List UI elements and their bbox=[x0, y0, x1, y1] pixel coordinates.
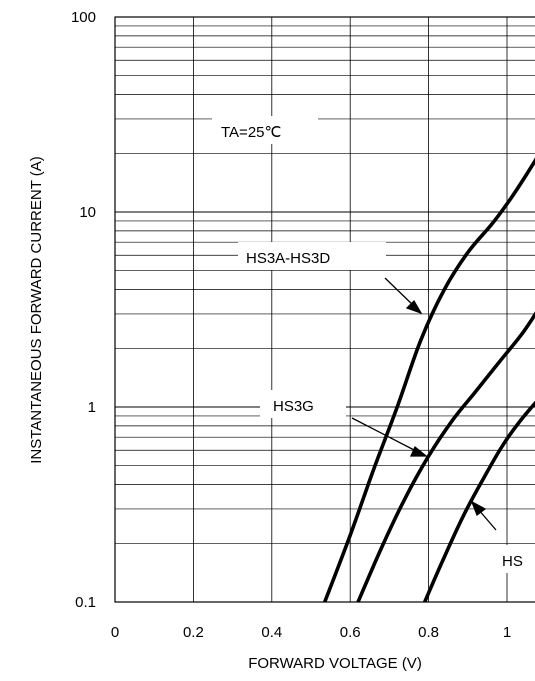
x-tick-label: 0.6 bbox=[340, 624, 361, 641]
condition-label: TA=25℃ bbox=[221, 124, 281, 141]
y-tick-label: 10 bbox=[79, 204, 96, 221]
series-line-2 bbox=[423, 400, 535, 603]
label-g-bg bbox=[260, 390, 346, 418]
condition-label-bg bbox=[212, 116, 318, 144]
y-tick-label: 100 bbox=[71, 9, 96, 26]
x-tick-label: 1 bbox=[503, 624, 511, 641]
label-hs3a-hs3d: HS3A-HS3D bbox=[246, 250, 330, 267]
y-tick-label: 0.1 bbox=[75, 594, 96, 611]
y-tick-labels: 0.1 1 10 100 bbox=[71, 9, 96, 611]
curves bbox=[323, 157, 535, 603]
arrow-g-head bbox=[409, 445, 428, 457]
label-a-bg bbox=[238, 242, 386, 270]
x-tick-label: 0.8 bbox=[418, 624, 439, 641]
label-hs3j: HS bbox=[502, 553, 523, 570]
x-tick-label: 0.4 bbox=[261, 624, 282, 641]
x-tick-label: 0 bbox=[111, 624, 119, 641]
arrow-j-head bbox=[470, 500, 487, 517]
x-tick-labels: 0 0.2 0.4 0.6 0.8 1 bbox=[111, 624, 511, 641]
arrow-a-head bbox=[405, 299, 423, 315]
plot-frame bbox=[114, 16, 535, 603]
series-line-0 bbox=[323, 157, 535, 603]
label-j-bg bbox=[494, 545, 535, 573]
y-axis-label: INSTANTANEOUS FORWARD CURRENT (A) bbox=[28, 156, 45, 464]
x-axis-label: FORWARD VOLTAGE (V) bbox=[248, 655, 422, 672]
arrow-a-line bbox=[384, 277, 417, 309]
arrow-g-line bbox=[351, 417, 419, 453]
arrows bbox=[351, 277, 497, 531]
label-hs3g: HS3G bbox=[273, 398, 314, 415]
y-tick-label: 1 bbox=[88, 399, 96, 416]
grid bbox=[115, 17, 535, 603]
x-tick-label: 0.2 bbox=[183, 624, 204, 641]
series-line-1 bbox=[356, 311, 535, 603]
